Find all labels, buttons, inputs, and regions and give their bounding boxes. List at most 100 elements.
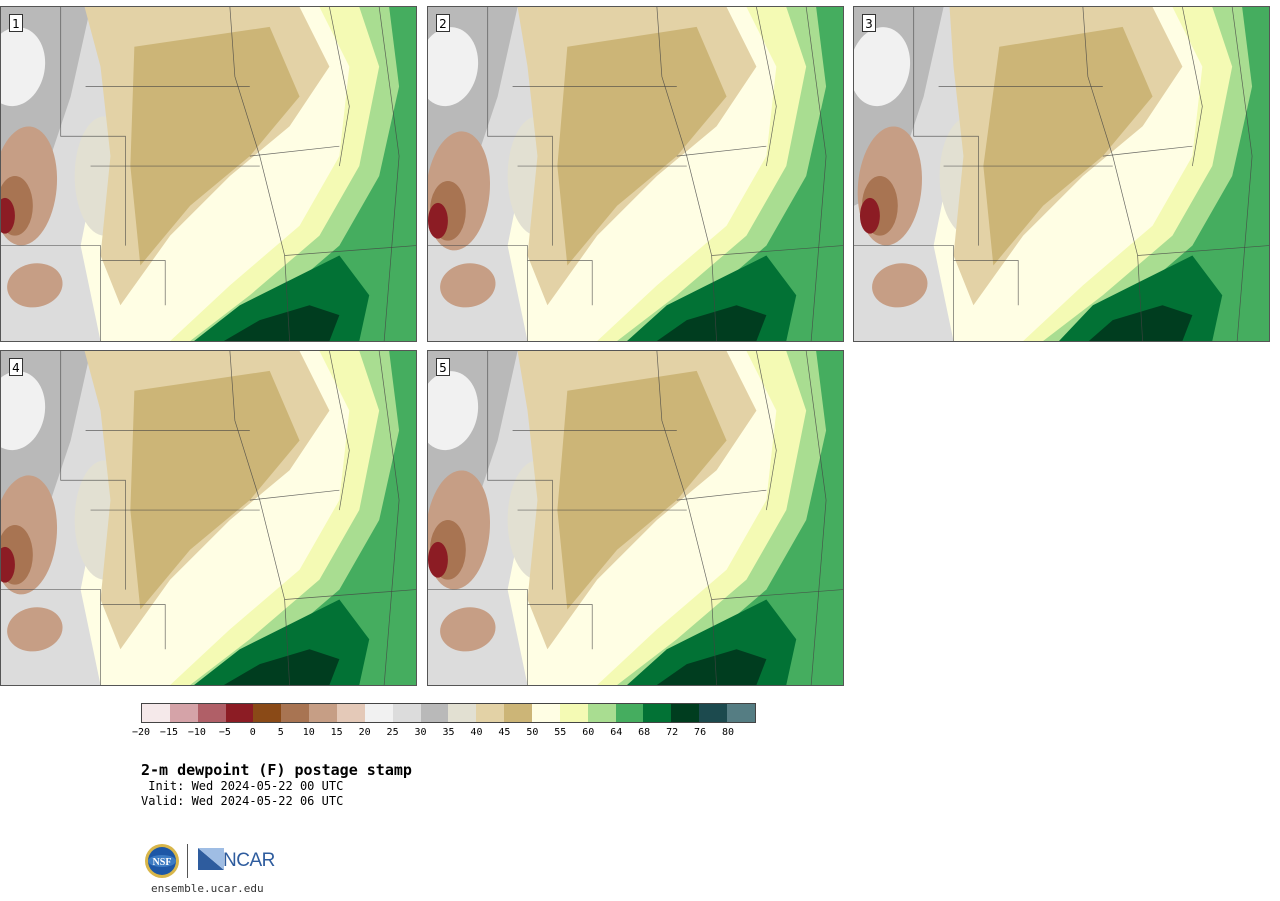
member-panel-2: 2 [427, 6, 844, 342]
colorbar-tick-label: 80 [722, 727, 735, 738]
colorbar-tick-label: −15 [159, 727, 178, 738]
state-boundary-line [284, 245, 416, 256]
state-boundary-line [805, 351, 827, 685]
state-boundary-line [711, 589, 843, 600]
colorbar-swatch [727, 704, 755, 722]
colorbar-swatch [699, 704, 728, 722]
member-panel-4: 4 [0, 350, 417, 686]
colorbar-swatch [448, 704, 477, 722]
state-boundary-line [229, 7, 290, 341]
colorbar-tick-label: −10 [187, 727, 206, 738]
panel-number-label: 1 [9, 14, 23, 32]
state-boundary-line [1182, 7, 1203, 167]
colorbar-tick-label: 76 [694, 727, 707, 738]
colorbar-tick-label: 35 [442, 727, 455, 738]
member-panel-5: 5 [427, 350, 844, 686]
state-boundary-line [378, 7, 400, 341]
colorbar-tick-label: 30 [414, 727, 427, 738]
state-boundary-line [676, 145, 767, 157]
colorbar-swatch [559, 704, 588, 722]
panel-number-label: 5 [436, 358, 450, 376]
dewpoint-map-1 [1, 7, 416, 341]
colorbar-swatch [392, 704, 421, 722]
colorbar-tick-label: 5 [277, 727, 284, 738]
colorbar-swatch [309, 704, 338, 722]
valid-time: Valid: Wed 2024-05-22 06 UTC [141, 794, 344, 808]
state-boundary-line [711, 245, 843, 256]
state-boundary-line [656, 7, 717, 341]
state-boundary-line [1102, 145, 1193, 157]
state-boundary-line [100, 260, 166, 306]
dewpoint-64-68-band [209, 351, 416, 685]
state-boundary-line [100, 604, 166, 650]
colorbar-tick-label: 60 [582, 727, 595, 738]
colorbar-tick-label: −20 [131, 727, 151, 738]
state-boundary-line [953, 260, 1019, 306]
dewpoint-72-76-band [223, 649, 340, 685]
colorbar-swatch [142, 704, 170, 722]
state-boundary-line [378, 351, 400, 685]
colorbar-swatch [532, 704, 560, 722]
state-boundary-line [756, 351, 777, 511]
dewpoint-64-68-band [1062, 7, 1269, 341]
member-panel-1: 1 [0, 6, 417, 342]
colorbar-tick-label: 50 [526, 727, 539, 738]
colorbar-tick-label: −5 [218, 727, 231, 738]
dry-patch [1, 371, 46, 451]
colorbar-tick-label: 72 [666, 727, 679, 738]
dewpoint-64-68-band [209, 7, 416, 341]
nsf-logo-text: NSF [153, 857, 172, 868]
very-dry-area [440, 607, 496, 652]
very-dry-area [7, 263, 63, 308]
colorbar-swatch [504, 704, 533, 722]
panel-number-label: 2 [436, 14, 450, 32]
colorbar-swatch [364, 704, 393, 722]
dewpoint-64-68-band [636, 351, 843, 685]
state-boundary-line [527, 604, 593, 650]
dewpoint-72-76-band [1088, 305, 1193, 341]
colorbar-tick-labels: −20 −15 −10 −5 0 5 10 15 20 25 30 35 40 45 50 55 60 64 68 7… [132, 727, 756, 741]
dewpoint-72-76-band [223, 305, 340, 341]
state-boundary-line [1231, 7, 1253, 341]
state-boundary-line [1082, 7, 1143, 341]
state-boundary-line [329, 351, 350, 511]
state-boundary-line [913, 7, 979, 246]
state-boundary-line [756, 7, 777, 167]
dry-patch [428, 371, 479, 451]
colorbar-tick-label: 15 [330, 727, 343, 738]
state-boundary-line [676, 489, 767, 501]
state-boundary-line [527, 260, 593, 306]
colorbar-swatch [587, 704, 616, 722]
figure-caption: 2-m dewpoint (F) postage stamp Init: Wed… [141, 761, 412, 809]
colorbar-swatch [253, 704, 282, 722]
colorbar-tick-label: 68 [638, 727, 651, 738]
very-dry-area [1, 197, 15, 234]
colorbar-tick-label: 20 [358, 727, 371, 738]
site-url: ensemble.ucar.edu [151, 882, 264, 895]
colorbar-swatch [337, 704, 365, 722]
ncar-mark-icon [198, 848, 224, 870]
dewpoint-map-5 [428, 351, 843, 685]
colorbar-swatch [281, 704, 310, 722]
very-dry-area [859, 197, 880, 234]
dewpoint-map-3 [854, 7, 1269, 341]
colorbar-tick-label: 0 [249, 727, 256, 738]
member-panel-3: 3 [853, 6, 1270, 342]
state-boundary-line [60, 351, 126, 590]
dry-patch [428, 27, 479, 107]
logo-divider [187, 844, 188, 878]
init-time: Init: Wed 2024-05-22 00 UTC [141, 779, 344, 793]
figure-title: 2-m dewpoint (F) postage stamp [141, 761, 412, 779]
state-boundary-line [60, 7, 126, 246]
colorbar-swatch [169, 704, 198, 722]
dewpoint-64-68-band [636, 7, 843, 341]
colorbar-swatch [671, 704, 700, 722]
very-dry-area [428, 202, 448, 239]
colorbar-swatch [643, 704, 672, 722]
colorbar-tick-label: 55 [554, 727, 567, 738]
very-dry-area [428, 541, 448, 578]
state-boundary-line [854, 245, 954, 341]
state-boundary-line [487, 351, 553, 590]
nsf-logo: NSF [145, 844, 179, 878]
state-boundary-line [428, 589, 528, 685]
